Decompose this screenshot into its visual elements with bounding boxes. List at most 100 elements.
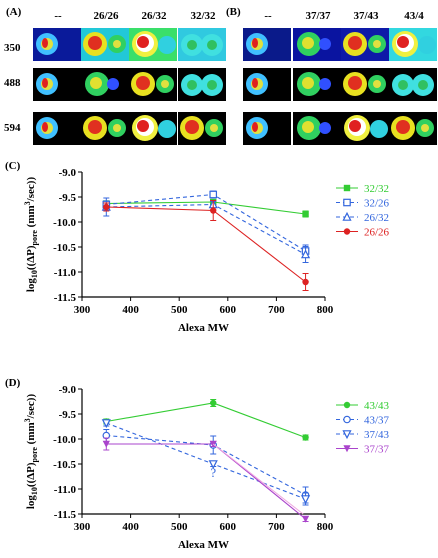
legend-entry: 43/43	[364, 400, 390, 412]
row-label-350: 350	[4, 42, 21, 54]
series-line	[106, 203, 306, 255]
y-tick-label: -11.5	[54, 509, 77, 521]
x-tick-label: 600	[220, 304, 237, 316]
micrograph-tile	[243, 68, 291, 101]
micrograph-tile	[33, 68, 81, 101]
x-tick-label: 800	[317, 304, 334, 316]
x-tick-label: 400	[122, 304, 139, 316]
data-point	[343, 198, 351, 207]
micrograph-tile	[341, 112, 389, 145]
series-line	[106, 402, 306, 439]
micrograph-tile	[81, 28, 129, 61]
micrograph-tile	[33, 112, 81, 145]
series-43-43	[103, 399, 309, 441]
data-point	[300, 249, 311, 259]
x-tick-label: 300	[74, 304, 91, 316]
col-label-b3: 43/4	[404, 10, 424, 22]
panel-d-label: (D)	[5, 377, 21, 389]
micrograph-tile	[178, 28, 226, 61]
panel-b-label: (B)	[226, 6, 241, 18]
x-tick-label: 500	[171, 521, 188, 533]
data-point	[302, 210, 309, 218]
legend-entry: 32/26	[364, 198, 390, 210]
series-37-43	[101, 419, 311, 506]
row-label-594: 594	[4, 122, 21, 134]
series-32-26	[102, 190, 310, 258]
data-point	[210, 207, 217, 214]
series-26-26	[103, 200, 309, 291]
data-point	[301, 515, 310, 523]
micrograph-tile	[243, 112, 291, 145]
row-label-488: 488	[4, 77, 21, 89]
micrograph-tile	[178, 112, 226, 145]
series-line	[106, 206, 306, 283]
question-mark-annotation: ?	[210, 465, 216, 480]
x-tick-label: 400	[122, 521, 139, 533]
x-tick-label: 300	[74, 521, 91, 533]
data-point	[208, 460, 218, 470]
col-label-b0: --	[264, 10, 272, 22]
micrograph-tile	[389, 28, 437, 61]
legend-entry: 26/26	[364, 227, 390, 239]
series-line	[106, 422, 306, 500]
data-point	[210, 399, 217, 407]
series-43-37	[102, 429, 310, 504]
micrograph-tile	[178, 68, 226, 101]
y-tick-label: -10.0	[53, 217, 76, 229]
y-tick-label: -11.0	[54, 484, 77, 496]
legend-entry: 26/32	[364, 212, 389, 224]
y-tick-label: -9.5	[59, 192, 77, 204]
micrograph-tile	[389, 112, 437, 145]
y-tick-label: -10.0	[53, 434, 76, 446]
x-tick-label: 700	[268, 304, 285, 316]
y-axis-label: log10((ΔP)pore (mm3/sec))	[23, 394, 39, 510]
data-point	[300, 495, 311, 505]
data-point	[343, 184, 351, 192]
data-point	[343, 445, 351, 453]
micrograph-tile	[81, 68, 129, 101]
data-point	[302, 278, 309, 286]
x-axis-label: Alexa MW	[178, 539, 229, 551]
x-axis-label: Alexa MW	[178, 322, 229, 334]
x-tick-label: 500	[171, 304, 188, 316]
y-tick-label: -11.5	[54, 292, 77, 304]
data-point	[342, 211, 352, 221]
data-point	[343, 415, 351, 424]
data-point	[102, 440, 110, 448]
data-point	[209, 190, 218, 199]
y-axis-label: log10((ΔP)pore (mm3/sec))	[23, 177, 39, 293]
y-tick-label: -10.5	[53, 242, 76, 254]
col-label-b1: 37/37	[305, 10, 331, 22]
y-tick-label: -11.0	[54, 267, 77, 279]
y-tick-label: -9.0	[59, 167, 77, 179]
x-tick-label: 600	[220, 521, 237, 533]
y-tick-label: -9.0	[59, 384, 77, 396]
data-point	[103, 203, 110, 211]
micrograph-tile	[293, 28, 341, 61]
x-tick-label: 800	[317, 521, 334, 533]
legend-entry: 43/37	[364, 415, 390, 427]
series-line	[106, 443, 306, 520]
data-point	[343, 401, 351, 409]
col-label-a1: 26/26	[93, 10, 119, 22]
panel-c-label: (C)	[5, 160, 21, 172]
panel-a-label: (A)	[6, 6, 22, 18]
micrograph-tile	[81, 112, 129, 145]
col-label-a0: --	[54, 10, 62, 22]
legend-entry: 32/32	[364, 183, 389, 195]
y-tick-label: -10.5	[53, 459, 76, 471]
data-point	[343, 228, 351, 235]
micrograph-tile	[341, 28, 389, 61]
y-tick-label: -9.5	[59, 409, 77, 421]
micrograph-tile	[389, 68, 437, 101]
col-label-b2: 37/43	[353, 10, 379, 22]
micrograph-tile	[33, 28, 81, 61]
micrograph-tile	[293, 68, 341, 101]
col-label-a2: 26/32	[141, 10, 167, 22]
micrograph-tile	[129, 112, 177, 145]
x-tick-label: 700	[268, 521, 285, 533]
legend-entry: 37/43	[364, 429, 390, 441]
col-label-a3: 32/32	[190, 10, 216, 22]
